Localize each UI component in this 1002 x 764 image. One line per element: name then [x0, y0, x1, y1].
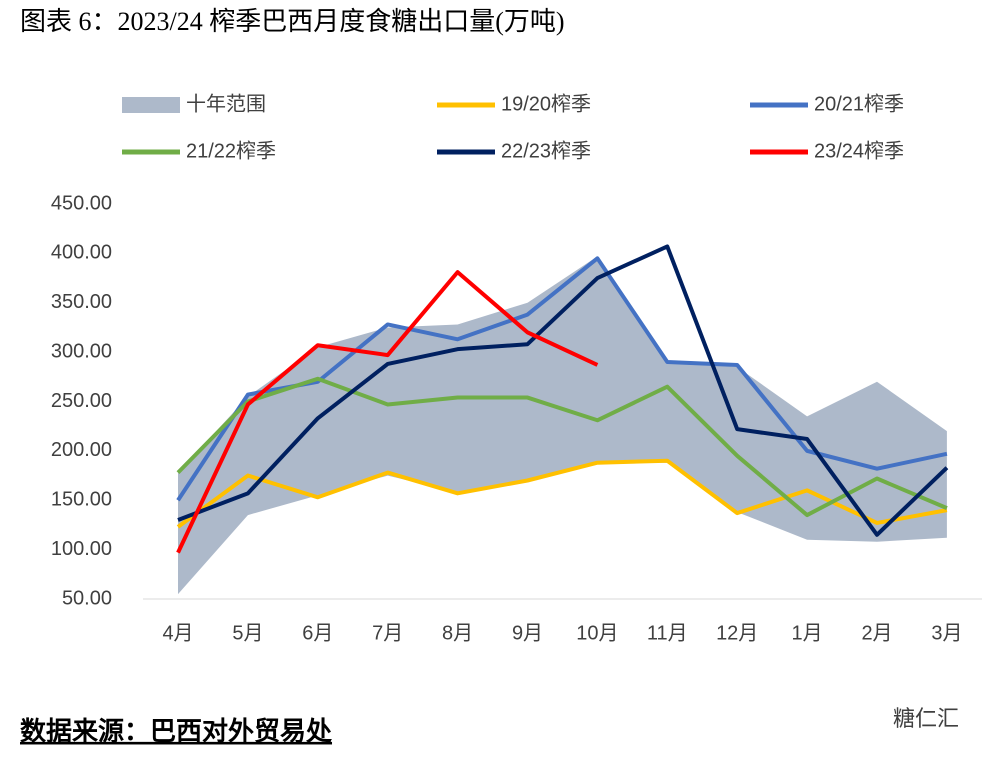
y-tick-label: 300.00: [51, 340, 112, 362]
legend-swatch: [122, 97, 180, 113]
series-line: [177, 244, 949, 537]
legend-label: 21/22榨季: [186, 139, 276, 162]
x-tick-label: 11月: [647, 622, 688, 644]
y-tick-label: 50.00: [62, 587, 112, 609]
y-tick-label: 450.00: [51, 192, 112, 214]
y-tick-label: 350.00: [51, 291, 112, 313]
x-tick-label: 1月: [792, 622, 823, 644]
y-tick-label: 400.00: [51, 242, 112, 264]
x-tick-label: 3月: [931, 622, 962, 644]
x-tick-label: 2月: [861, 622, 892, 644]
x-tick-label: 6月: [302, 622, 333, 644]
y-tick-label: 150.00: [51, 489, 112, 511]
y-tick-label: 250.00: [51, 390, 112, 412]
chart-title: 图表 6：2023/24 榨季巴西月度食糖出口量(万吨): [20, 7, 565, 36]
x-tick-label: 9月: [512, 622, 543, 644]
watermark: 糖仁汇: [893, 706, 959, 731]
y-tick-label: 200.00: [51, 439, 112, 461]
source: 数据来源：巴西对外贸易处: [20, 716, 332, 746]
y-tick-label: 100.00: [51, 538, 112, 560]
x-tick-label: 7月: [372, 622, 403, 644]
legend-label: 23/24榨季: [814, 139, 904, 162]
range-band: [178, 256, 947, 595]
legend-label: 十年范围: [186, 92, 266, 115]
series-line: [176, 458, 948, 529]
x-tick-label: 12月: [716, 622, 758, 644]
series-line: [176, 270, 599, 554]
x-tick-label: 5月: [232, 622, 263, 644]
legend-label: 20/21榨季: [814, 92, 904, 115]
x-tick-label: 10月: [576, 622, 618, 644]
x-tick-label: 4月: [162, 622, 193, 644]
x-tick-label: 8月: [442, 622, 473, 644]
legend-label: 19/20榨季: [501, 92, 591, 115]
series-line: [176, 376, 948, 518]
legend-label: 22/23榨季: [501, 139, 591, 162]
